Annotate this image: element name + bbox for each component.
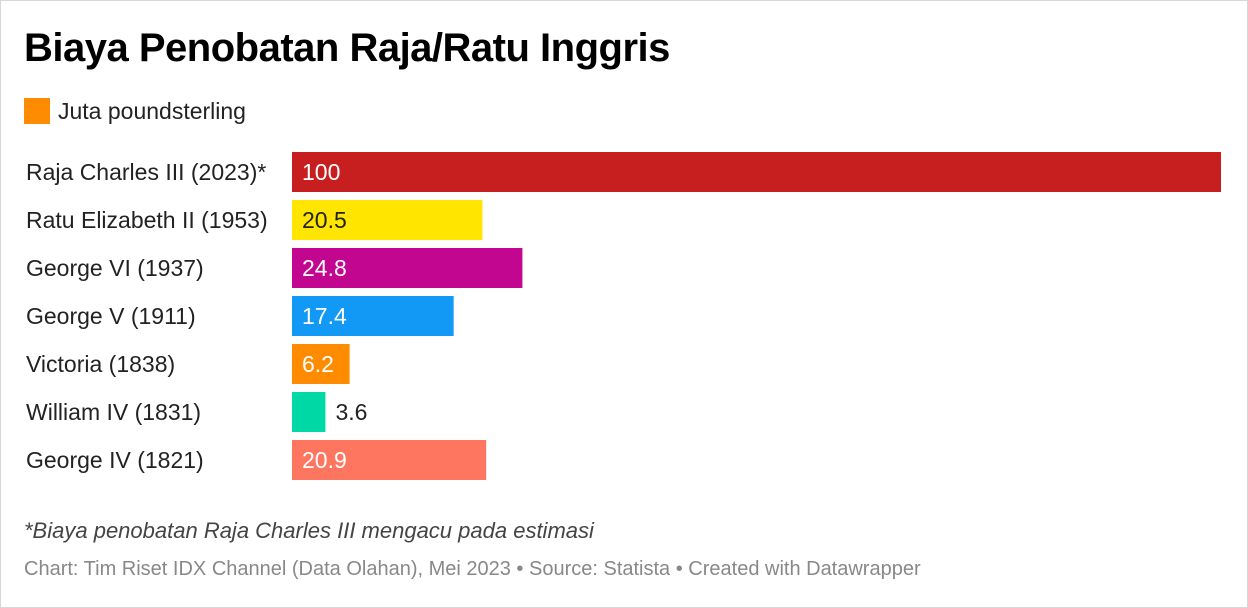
category-label: Raja Charles III (2023)* — [26, 159, 266, 185]
bar — [292, 152, 1221, 192]
chart-title: Biaya Penobatan Raja/Ratu Inggris — [24, 26, 670, 70]
bar — [292, 296, 454, 336]
legend: Juta poundsterling — [24, 97, 246, 125]
value-label: 3.6 — [335, 399, 367, 425]
source-credit: Chart: Tim Riset IDX Channel (Data Olaha… — [24, 558, 921, 580]
category-label: William IV (1831) — [26, 399, 201, 425]
value-label: 20.9 — [302, 447, 347, 473]
bar-chart: Raja Charles III (2023)* 100 Ratu Elizabet… — [26, 152, 1221, 480]
value-label: 6.2 — [302, 351, 334, 377]
value-label: 24.8 — [302, 255, 347, 281]
value-label: 20.5 — [302, 207, 347, 233]
legend-swatch — [24, 98, 50, 124]
category-label: George VI (1937) — [26, 255, 204, 281]
legend-label: Juta poundsterling — [58, 97, 246, 124]
category-label: Victoria (1838) — [26, 351, 175, 377]
bar — [292, 392, 326, 432]
bar — [292, 248, 523, 288]
bar — [292, 344, 350, 384]
bar — [292, 200, 483, 240]
footnote: *Biaya penobatan Raja Charles III mengac… — [24, 518, 594, 543]
value-label: 17.4 — [302, 303, 347, 329]
category-label: George V (1911) — [26, 303, 196, 329]
category-label: Ratu Elizabeth II (1953) — [26, 207, 268, 233]
bar — [292, 440, 487, 480]
value-label: 100 — [302, 159, 340, 185]
category-label: George IV (1821) — [26, 447, 204, 473]
